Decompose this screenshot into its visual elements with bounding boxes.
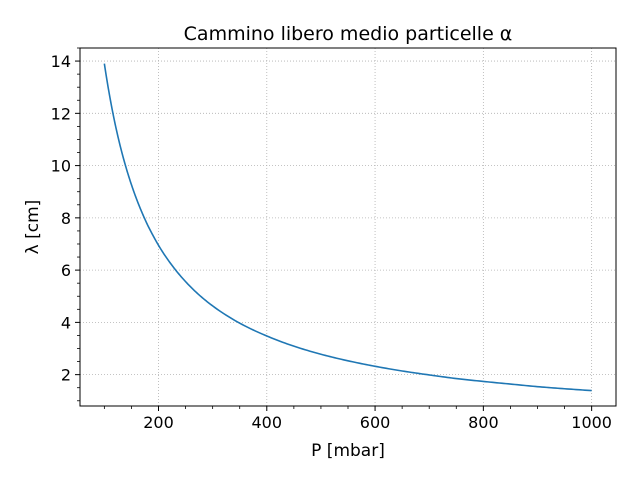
x-tick-label: 600 [360, 413, 391, 432]
y-tick-label: 12 [51, 104, 71, 123]
x-tick-label: 400 [252, 413, 283, 432]
x-tick-label: 1000 [571, 413, 612, 432]
tick-labels: 200 400 600 800 1000 2 4 6 8 10 12 14 [51, 52, 612, 432]
y-tick-label: 10 [51, 157, 71, 176]
y-tick-label: 8 [61, 209, 71, 228]
major-ticks [75, 60, 593, 411]
y-tick-label: 2 [61, 366, 71, 385]
chart-title: Cammino libero medio particelle α [184, 23, 513, 45]
y-axis-label: λ [cm] [23, 200, 43, 255]
y-tick-label: 6 [61, 261, 71, 280]
series-line [103, 63, 592, 392]
x-tick-label: 200 [143, 413, 174, 432]
y-tick-label: 4 [61, 313, 71, 332]
plot-frame [79, 47, 617, 407]
x-tick-label: 800 [468, 413, 499, 432]
y-tick-label: 14 [51, 52, 71, 71]
x-axis-label: P [mbar] [311, 441, 385, 461]
grid [80, 48, 616, 406]
series [103, 63, 592, 392]
